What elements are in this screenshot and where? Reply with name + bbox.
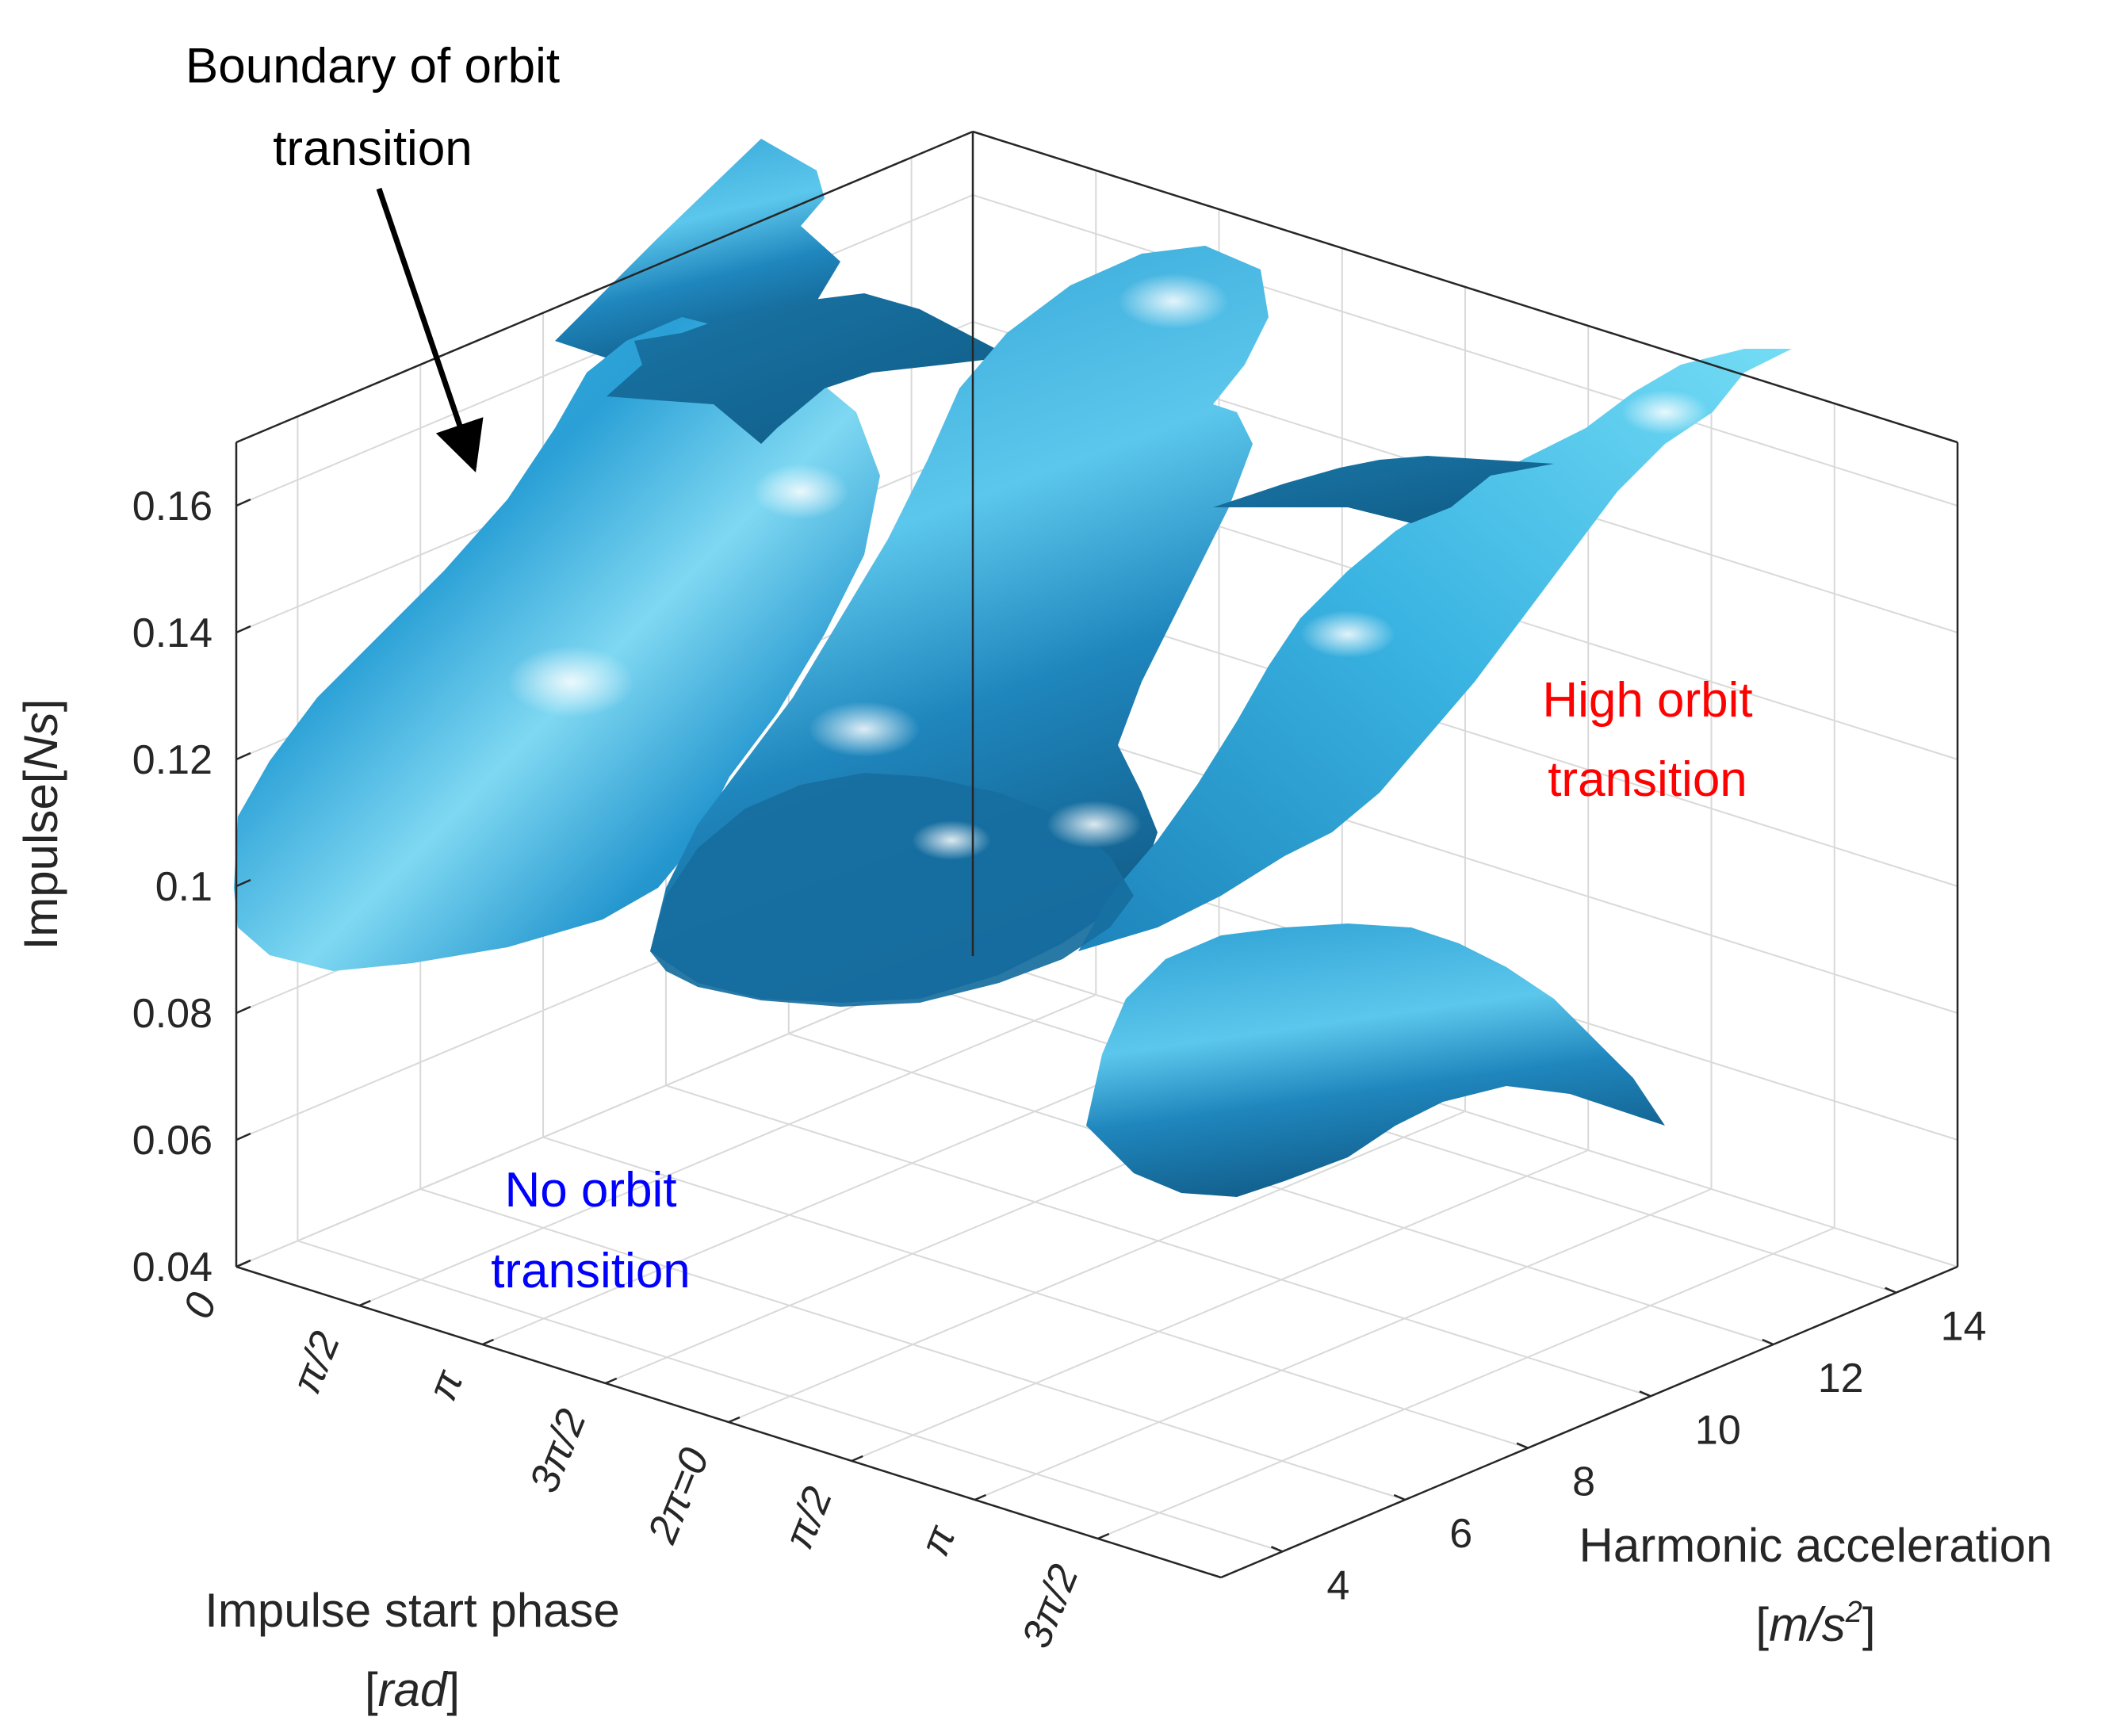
annotation-high-orbit: High orbit transition	[1542, 673, 1752, 807]
floor-grid-line	[419, 1188, 1406, 1501]
axes: 0.04 0.06 0.08 0.1 0.12 0.14 0.16 0 π/2 π 3π/2 2π=0…	[132, 130, 1987, 1654]
surface-highlight	[507, 646, 634, 717]
annotation-no-orbit-line2: transition	[491, 1244, 691, 1298]
y-axis-label-unit-line: [m/s2]	[1755, 1596, 1875, 1651]
x-tick-label: 3π/2	[1013, 1558, 1088, 1654]
annotation-no-orbit: No orbit transition	[491, 1163, 691, 1298]
x-axis-label-unit-line: [rad]	[365, 1663, 460, 1716]
z-tick	[235, 498, 251, 507]
z-tick	[235, 751, 251, 761]
z-tick-label: 0.12	[132, 737, 212, 783]
y-axis-label-main: Harmonic acceleration	[1579, 1519, 2053, 1572]
right-wall-grid-line	[972, 194, 1958, 507]
y-tick	[1270, 1546, 1283, 1553]
annotation-no-orbit-line1: No orbit	[504, 1163, 676, 1218]
surface-highlight	[1621, 390, 1709, 434]
surface-spike-top	[555, 139, 840, 373]
surface-bottom-dish	[1086, 923, 1665, 1197]
annotation-boundary-line2: transition	[273, 121, 473, 176]
z-tick-label: 0.08	[132, 991, 212, 1037]
z-tick	[235, 1132, 251, 1141]
y-tick-label: 14	[1941, 1304, 1987, 1350]
x-tick-label: π/2	[775, 1481, 841, 1555]
z-tick-label: 0.1	[155, 864, 212, 910]
surface-middle-bulge	[650, 773, 1134, 1007]
right-wall-grid-line	[972, 702, 1958, 1014]
y-tick-label: 4	[1326, 1562, 1349, 1608]
surface-highlight	[809, 702, 920, 757]
annotation-boundary: Boundary of orbit transition	[186, 39, 560, 472]
x-tick	[728, 1416, 741, 1424]
z-tick	[235, 1005, 251, 1015]
y-tick	[1393, 1493, 1406, 1501]
y-tick	[1639, 1390, 1651, 1398]
floor-grid-line	[297, 1240, 1283, 1553]
z-tick	[235, 878, 251, 888]
surface-highlight	[1300, 610, 1395, 658]
surface-flap-right	[1213, 456, 1554, 523]
floor-grid-line	[851, 1149, 1589, 1462]
z-axis-label-unit: Ns	[14, 712, 67, 770]
z-tick-label: 0.16	[132, 484, 212, 530]
y-axis-label-unit-exp: 2	[1845, 1596, 1862, 1629]
floor-grid-line	[358, 994, 1097, 1306]
floor-grid-line	[1097, 1227, 1835, 1539]
x-axis-label-main: Impulse start phase	[205, 1584, 620, 1637]
x-tick-label: π/2	[283, 1325, 349, 1400]
surface-highlight	[912, 820, 991, 860]
x-tick	[974, 1493, 986, 1501]
surface-left-lobe	[234, 317, 880, 971]
z-tick	[235, 625, 251, 634]
y-tick-label: 6	[1449, 1511, 1472, 1557]
x-tick-label: 0	[175, 1287, 227, 1325]
surface-right-ridge	[1078, 349, 1792, 951]
x-tick-label: 3π/2	[521, 1403, 595, 1499]
floor-grid-line	[974, 1188, 1712, 1501]
x-tick	[482, 1338, 494, 1346]
y-tick	[1516, 1442, 1529, 1449]
x-tick-label: π	[912, 1519, 965, 1562]
y-tick-label: 12	[1818, 1356, 1864, 1401]
z-axis-label: Impulse[Ns]	[14, 699, 67, 950]
z-tick-label: 0.04	[132, 1245, 212, 1291]
y-tick-label: 10	[1695, 1407, 1741, 1453]
isosurface	[234, 139, 1792, 1197]
top-edge-line	[235, 130, 974, 444]
x-tick-label: π	[419, 1363, 473, 1407]
z-tick-label: 0.06	[132, 1118, 212, 1164]
annotation-high-orbit-line2: transition	[1548, 752, 1747, 807]
floor-grid-line	[788, 1033, 1774, 1345]
surface-flap-left	[607, 293, 1011, 444]
y-tick	[1885, 1287, 1897, 1294]
y-axis-line	[1220, 1265, 1958, 1579]
svg-text:Impulse[Ns]: Impulse[Ns]	[14, 699, 67, 950]
annotation-high-orbit-line1: High orbit	[1542, 673, 1752, 728]
y-axis-label-unit-base: m/s	[1769, 1598, 1846, 1651]
floor-grid-line	[911, 981, 1896, 1294]
annotation-boundary-line1: Boundary of orbit	[186, 39, 560, 94]
y-tick	[1762, 1338, 1774, 1346]
x-tick-label: 2π=0	[639, 1442, 718, 1551]
x-tick	[605, 1377, 618, 1385]
left-wall-grid-line	[235, 955, 974, 1268]
x-tick	[851, 1455, 863, 1463]
surface-highlight	[753, 464, 848, 519]
floor-grid-line	[665, 1084, 1651, 1398]
x-tick	[235, 1260, 248, 1268]
z-tick-label: 0.14	[132, 610, 212, 656]
x-tick	[1097, 1532, 1110, 1540]
annotation-arrow	[376, 187, 484, 472]
x-axis-label-unit: rad	[378, 1663, 448, 1716]
x-tick	[358, 1299, 371, 1307]
floor-grid-line	[542, 1136, 1529, 1449]
surface-highlight	[1118, 273, 1229, 329]
floor-grid-line	[728, 1111, 1466, 1423]
z-axis-label-main: Impulse	[14, 783, 67, 950]
surface-highlight	[1047, 801, 1142, 848]
top-edge-line	[972, 130, 1958, 444]
y-tick-label: 8	[1572, 1459, 1595, 1505]
